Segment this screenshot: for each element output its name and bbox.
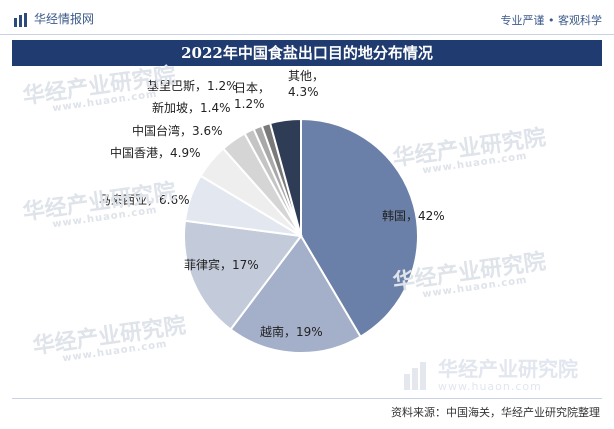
watermark-url: www.huaon.com bbox=[438, 380, 542, 393]
slice-label-0: 韩国，42% bbox=[382, 208, 445, 223]
bar-chart-icon bbox=[14, 12, 28, 27]
slogan: 专业严谨 • 客观科学 bbox=[500, 14, 602, 27]
slice-label-4: 中国香港，4.9% bbox=[110, 145, 201, 160]
brand: 华经情报网 bbox=[14, 10, 94, 27]
top-header: 华经情报网 专业严谨 • 客观科学 bbox=[0, 0, 614, 35]
slice-label-6: 新加坡，1.4% bbox=[152, 100, 231, 115]
divider bbox=[12, 398, 602, 399]
chart-area: 华经产业研究院 华经产业研究院 华经产业研究院 华经产业研究院 华经产业研究院 … bbox=[12, 63, 602, 396]
pie-chart: 韩国，42% 越南，19% 菲律宾，17% 马来西亚，6.6% 中国香港，4.9% 中国台… bbox=[99, 69, 445, 354]
chart-title: 2022年中国食盐出口目的地分布情况 bbox=[12, 40, 602, 66]
brand-name: 华经情报网 bbox=[34, 12, 95, 26]
slice-label-7: 基里巴斯，1.2% bbox=[147, 79, 238, 93]
pie-slice-2 bbox=[183, 219, 303, 331]
slice-label-2: 菲律宾，17% bbox=[184, 257, 259, 272]
slice-label-8-line-1: 1.2% bbox=[234, 97, 265, 111]
pie-slice-1 bbox=[229, 234, 362, 354]
watermark-logo-icon bbox=[404, 361, 426, 390]
watermark-text: 华经产业研究院 bbox=[438, 357, 578, 381]
pie-slice-0 bbox=[300, 117, 419, 339]
slice-label-5: 中国台湾，3.6% bbox=[132, 123, 223, 138]
slice-label-8-line-0: 日本， bbox=[234, 81, 270, 95]
slice-label-1: 越南，19% bbox=[260, 324, 323, 339]
source-note: 资料来源：中国海关，华经产业研究院整理 bbox=[391, 406, 600, 419]
slice-label-9-line-1: 4.3% bbox=[288, 85, 319, 99]
watermark-logo-block: 华经产业研究院 www.huaon.com bbox=[404, 358, 578, 393]
slice-label-3: 马来西亚，6.6% bbox=[99, 193, 190, 207]
slice-label-9-line-0: 其他， bbox=[288, 69, 324, 83]
pie-slice-9 bbox=[268, 117, 302, 237]
